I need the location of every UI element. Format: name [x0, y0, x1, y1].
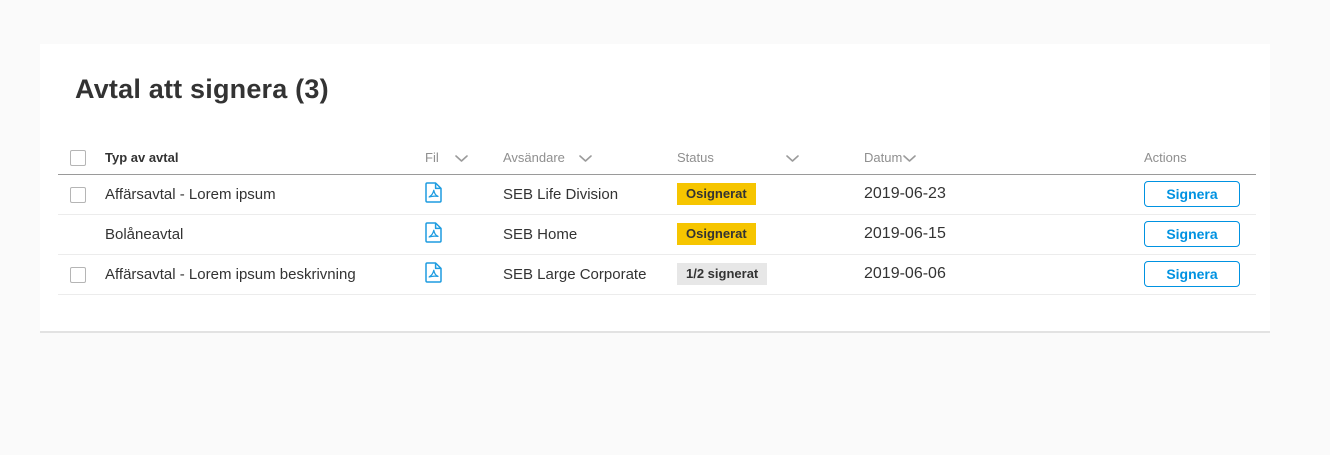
table-header-row: Typ av avtal Fil Avsändare Status Datum …: [58, 142, 1256, 175]
row-select-cell: [58, 214, 105, 255]
row-select-cell: [58, 174, 105, 215]
agreements-table: Typ av avtal Fil Avsändare Status Datum …: [58, 142, 1256, 295]
agreement-type-cell: Affärsavtal - Lorem ipsum: [105, 174, 425, 215]
chevron-down-icon: [903, 155, 917, 162]
status-badge: Osignerat: [677, 182, 756, 206]
chevron-down-icon: [454, 155, 468, 162]
sender-cell: SEB Home: [503, 214, 677, 255]
select-all-checkbox[interactable]: [70, 150, 86, 167]
agreement-type-cell: Bolåneavtal: [105, 214, 425, 255]
sender-cell: SEB Large Corporate: [503, 254, 677, 295]
pdf-icon[interactable]: [425, 221, 442, 247]
column-header-select: [58, 142, 105, 175]
chevron-down-icon: [579, 155, 592, 162]
column-header-label: Actions: [1144, 150, 1187, 166]
table-row: Affärsavtal - Lorem ipsum beskrivning SE…: [58, 254, 1256, 295]
chevron-down-icon: [786, 155, 799, 162]
table-row: Bolåneavtal SEB Home Osignerat 2019-06-1…: [58, 214, 1256, 255]
column-header-datum[interactable]: Datum: [864, 142, 1144, 175]
status-cell: Osignerat: [677, 214, 864, 255]
column-header-avsandare[interactable]: Avsändare: [503, 142, 677, 175]
file-cell: [425, 214, 503, 255]
signera-button[interactable]: Signera: [1144, 181, 1240, 207]
row-checkbox[interactable]: [70, 266, 86, 283]
status-cell: 1/2 signerat: [677, 254, 864, 295]
row-select-cell: [58, 254, 105, 295]
column-header-label: Fil: [425, 150, 439, 166]
page-title: Avtal att signera (3): [75, 74, 329, 104]
file-cell: [425, 174, 503, 215]
column-header-label: Status: [677, 150, 714, 166]
date-cell: 2019-06-06: [864, 254, 1144, 295]
actions-cell: Signera: [1144, 254, 1256, 295]
actions-cell: Signera: [1144, 214, 1256, 255]
column-header-actions: Actions: [1144, 142, 1256, 175]
file-cell: [425, 254, 503, 295]
date-cell: 2019-06-15: [864, 214, 1144, 255]
table-row: Affärsavtal - Lorem ipsum SEB Life Divis…: [58, 174, 1256, 215]
status-badge: 1/2 signerat: [677, 262, 768, 286]
column-header-fil[interactable]: Fil: [425, 142, 503, 175]
column-header-label: Datum: [864, 150, 903, 166]
row-checkbox[interactable]: [70, 186, 86, 203]
column-header-label: Typ av avtal: [105, 150, 179, 166]
pdf-icon[interactable]: [425, 181, 442, 207]
column-header-label: Avsändare: [503, 150, 565, 166]
signera-button[interactable]: Signera: [1144, 261, 1240, 287]
signera-button[interactable]: Signera: [1144, 221, 1240, 247]
agreement-type-cell: Affärsavtal - Lorem ipsum beskrivning: [105, 254, 425, 295]
status-cell: Osignerat: [677, 174, 864, 215]
date-cell: 2019-06-23: [864, 174, 1144, 215]
actions-cell: Signera: [1144, 174, 1256, 215]
column-header-typ-av-avtal: Typ av avtal: [105, 142, 425, 175]
agreements-card: Avtal att signera (3) Typ av avtal Fil A…: [40, 44, 1270, 333]
pdf-icon[interactable]: [425, 261, 442, 287]
sender-cell: SEB Life Division: [503, 174, 677, 215]
column-header-status[interactable]: Status: [677, 142, 864, 175]
status-badge: Osignerat: [677, 222, 756, 246]
